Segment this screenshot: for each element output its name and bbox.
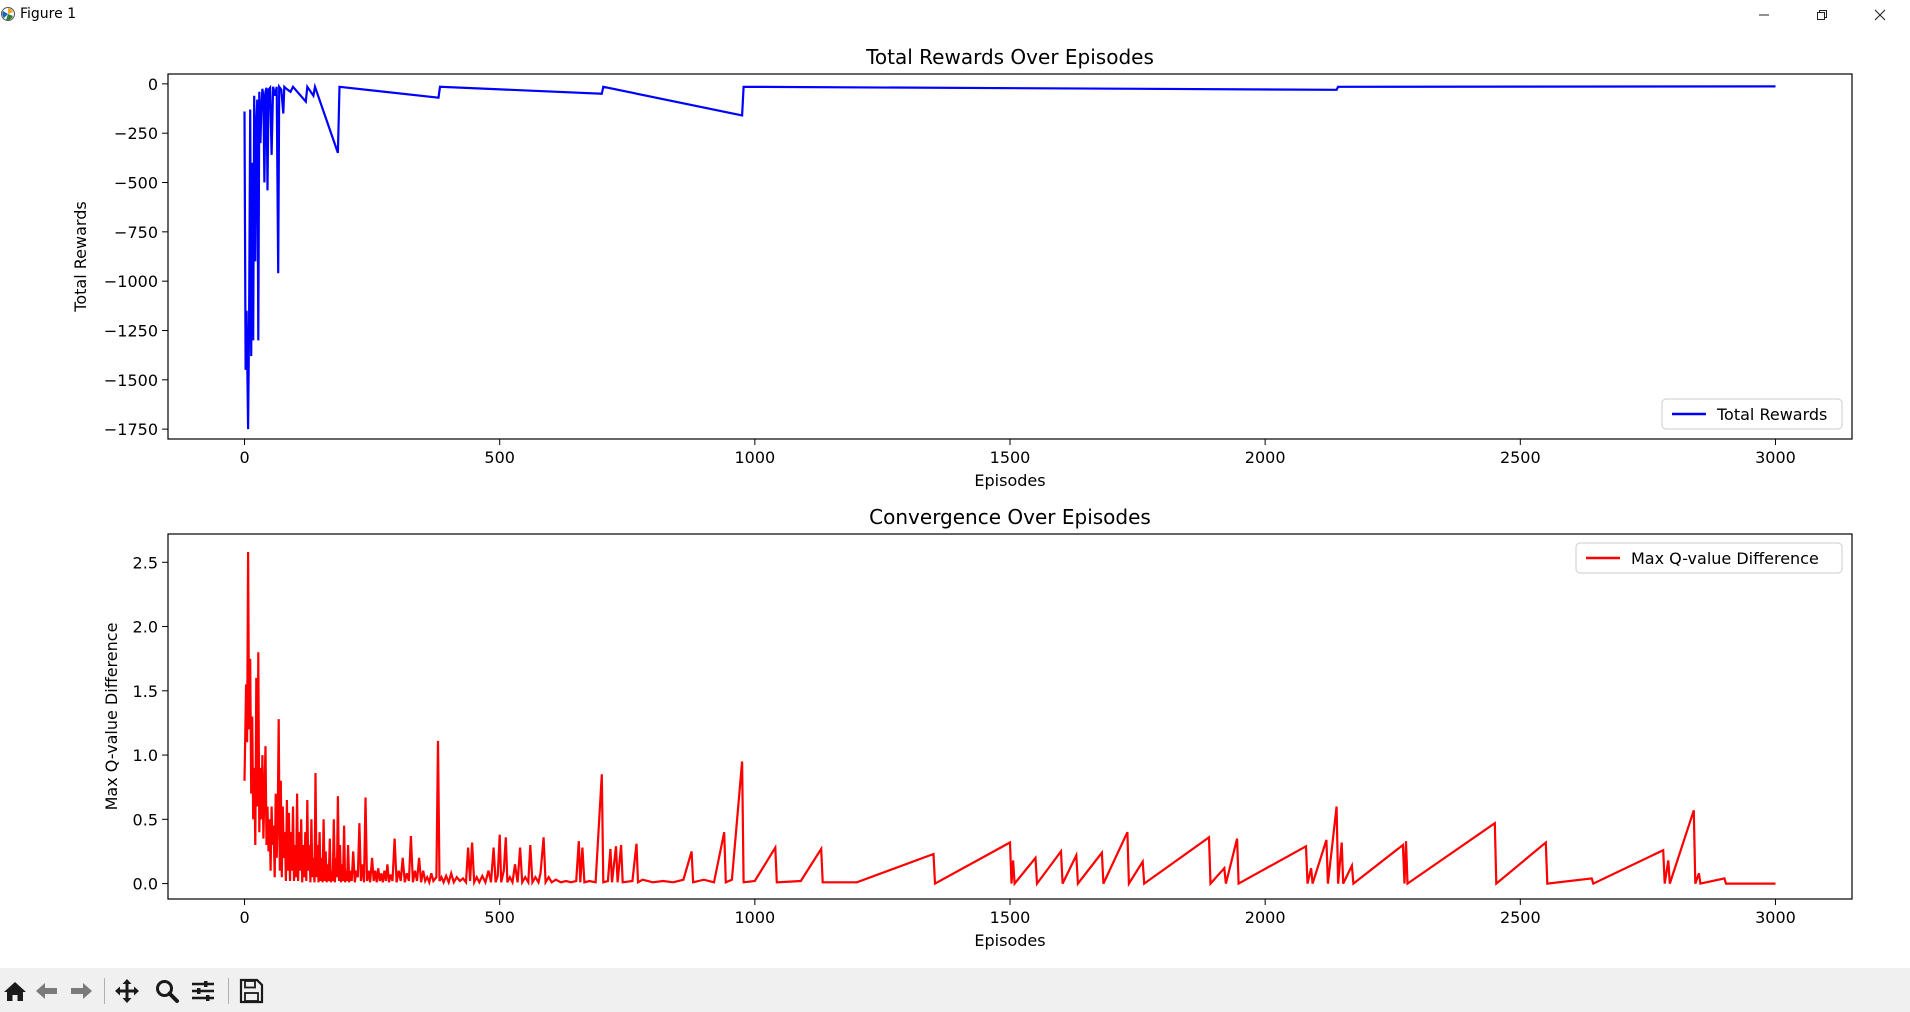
x-tick-label: 2500 xyxy=(1500,908,1541,927)
sliders-icon xyxy=(192,981,214,1001)
series-line-1 xyxy=(243,82,1776,430)
x-axis-label: Episodes xyxy=(974,931,1045,950)
y-axis-label: Total Rewards xyxy=(71,201,90,312)
y-tick-label: −500 xyxy=(114,174,158,193)
legend-label: Max Q-value Difference xyxy=(1631,549,1819,568)
y-tick-label: 2.5 xyxy=(133,553,158,572)
x-tick-label: 2000 xyxy=(1245,908,1286,927)
y-tick-label: 1.5 xyxy=(133,682,158,701)
close-icon xyxy=(1874,9,1886,21)
figure-svg: 0 500 1000 1500 2000 2500 3000 0 −250 −500 −750 −10… xyxy=(71,45,1853,950)
y-tick-label: 1.0 xyxy=(133,746,158,765)
back-button[interactable] xyxy=(32,976,62,1006)
toolbar-separator xyxy=(104,978,105,1004)
x-tick-label: 1500 xyxy=(990,448,1031,467)
y-tick-label: −1250 xyxy=(104,321,158,340)
legend: Max Q-value Difference xyxy=(1575,542,1843,574)
navigation-toolbar xyxy=(0,968,1910,1012)
magnifier-icon xyxy=(156,980,179,1003)
pan-button[interactable] xyxy=(112,976,142,1006)
legend-box xyxy=(1575,542,1843,574)
y-axis-label: Max Q-value Difference xyxy=(102,623,121,811)
floppy-disk-icon xyxy=(239,978,264,1004)
chart-title: Convergence Over Episodes xyxy=(869,505,1151,529)
y-tick-label: −1000 xyxy=(104,272,158,291)
arrow-right-icon xyxy=(71,983,92,999)
y-tick-label: 0.5 xyxy=(133,810,158,829)
zoom-button[interactable] xyxy=(152,976,182,1006)
x-tick-label: 0 xyxy=(239,908,249,927)
x-axis-label: Episodes xyxy=(974,471,1045,490)
series-line-1 xyxy=(243,551,1776,888)
title-bar: Figure 1 xyxy=(0,0,1910,31)
minimize-icon xyxy=(1759,14,1769,16)
y-tick-label: 2.0 xyxy=(133,618,158,637)
x-tick-label: 1500 xyxy=(990,908,1031,927)
chart-1: 0 500 1000 1500 2000 2500 3000 0 −250 −500 −750 −10… xyxy=(71,45,1853,490)
restore-icon xyxy=(1817,10,1827,20)
x-tick-label: 500 xyxy=(484,908,515,927)
save-button[interactable] xyxy=(236,976,266,1006)
close-button[interactable] xyxy=(1851,0,1909,30)
window-title: Figure 1 xyxy=(20,6,77,22)
restore-button[interactable] xyxy=(1793,0,1851,30)
chart-title: Total Rewards Over Episodes xyxy=(865,45,1154,69)
legend-box xyxy=(1661,398,1843,430)
x-tick-label: 3000 xyxy=(1755,448,1796,467)
toolbar-separator xyxy=(228,978,229,1004)
x-tick-label: 3000 xyxy=(1755,908,1796,927)
y-tick-label: 0.0 xyxy=(133,875,158,894)
chart-2: 0 500 1000 1500 2000 2500 3000 0.0 0.5 1.0 1.5 2.0 2… xyxy=(102,505,1853,950)
axes-frame xyxy=(167,73,1853,440)
y-tick-label: −1500 xyxy=(104,371,158,390)
x-tick-label: 2500 xyxy=(1500,448,1541,467)
figure-canvas[interactable]: 0 500 1000 1500 2000 2500 3000 0 −250 −500 −750 −10… xyxy=(0,30,1910,968)
configure-subplots-button[interactable] xyxy=(188,976,218,1006)
move-icon xyxy=(115,979,139,1003)
matplotlib-logo-icon xyxy=(1,7,15,21)
y-tick-label: −250 xyxy=(114,124,158,143)
arrow-left-icon xyxy=(36,983,57,999)
home-button[interactable] xyxy=(0,976,30,1006)
forward-button[interactable] xyxy=(66,976,96,1006)
legend-label: Total Rewards xyxy=(1716,405,1827,424)
x-tick-label: 0 xyxy=(239,448,249,467)
home-icon xyxy=(4,982,26,1001)
x-tick-label: 1000 xyxy=(734,448,775,467)
minimize-button[interactable] xyxy=(1735,0,1793,30)
x-tick-label: 500 xyxy=(484,448,515,467)
x-tick-label: 2000 xyxy=(1245,448,1286,467)
y-tick-label: 0 xyxy=(148,75,158,94)
y-tick-label: −1750 xyxy=(104,420,158,439)
x-tick-label: 1000 xyxy=(734,908,775,927)
legend: Total Rewards xyxy=(1661,398,1843,430)
y-tick-label: −750 xyxy=(114,223,158,242)
